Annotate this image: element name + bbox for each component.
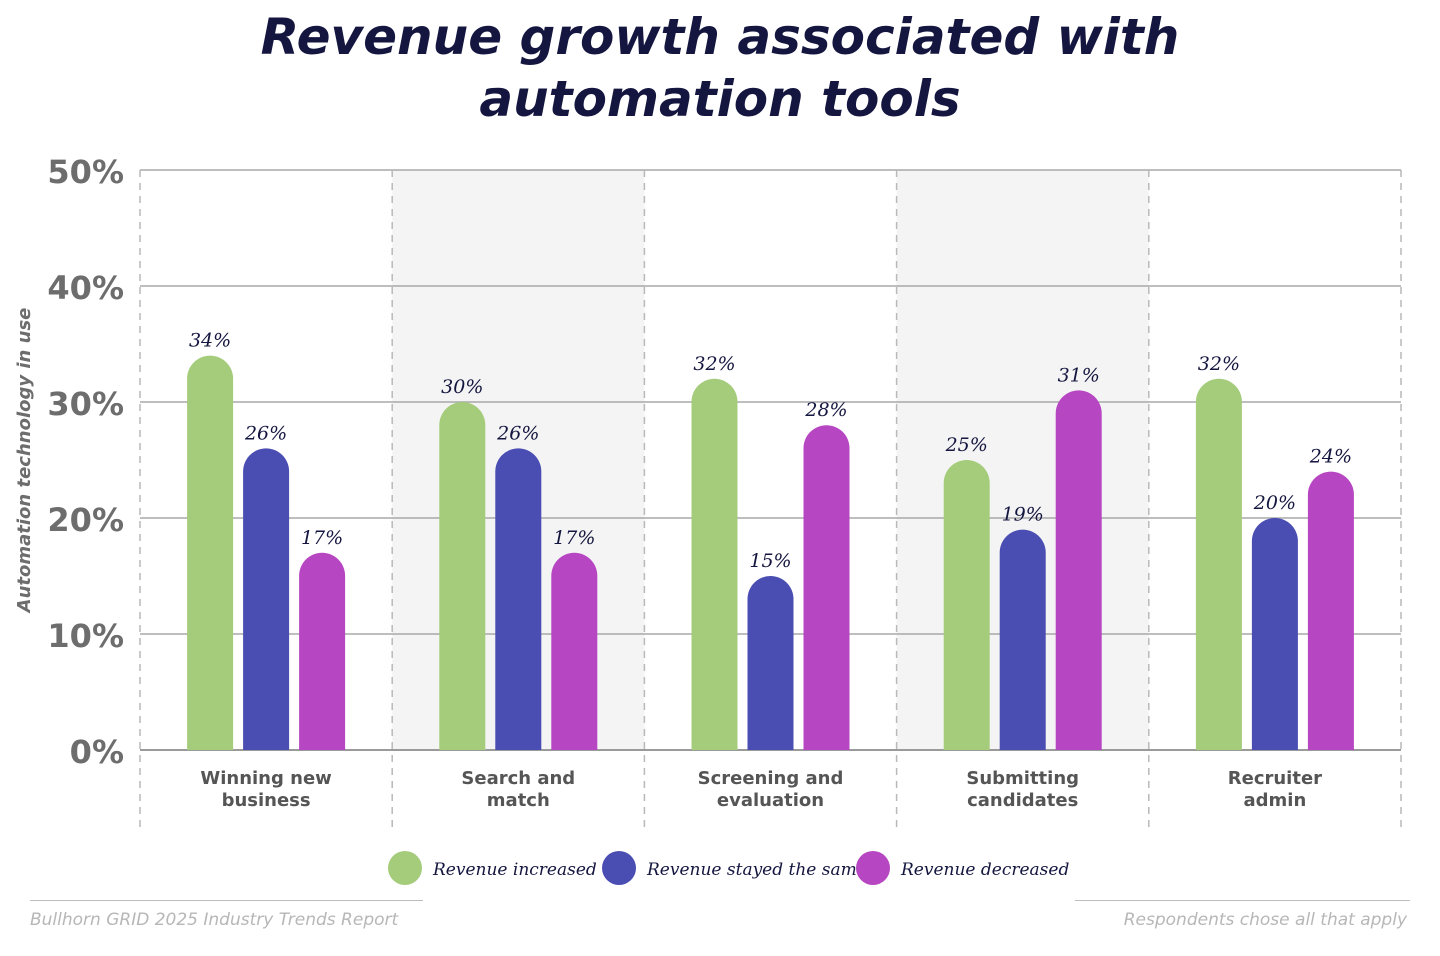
bar-revenue-decreased xyxy=(1055,390,1102,750)
bar-revenue-decreased xyxy=(803,425,850,750)
footer-source: Bullhorn GRID 2025 Industry Trends Repor… xyxy=(30,910,399,930)
bar-value-label: 26% xyxy=(496,422,539,444)
x-category-label: business xyxy=(222,790,311,811)
legend-label: Revenue increased xyxy=(432,860,597,880)
x-category-label: evaluation xyxy=(717,790,824,811)
bar-revenue-stayed-the-same xyxy=(243,448,290,750)
bar-revenue-increased xyxy=(187,355,234,750)
bar-revenue-stayed-the-same xyxy=(999,529,1046,750)
x-category-label: Search and xyxy=(461,768,575,789)
bar-value-label: 30% xyxy=(441,376,483,398)
bar-revenue-increased xyxy=(943,460,990,750)
legend-swatch-revenue-increased xyxy=(388,851,422,885)
bar-revenue-stayed-the-same xyxy=(1251,518,1298,750)
bar-value-label: 17% xyxy=(553,527,595,549)
legend-label: Revenue stayed the same xyxy=(646,860,867,880)
y-tick-label: 40% xyxy=(47,269,124,307)
bar-revenue-stayed-the-same xyxy=(747,576,794,750)
bar-value-label: 32% xyxy=(1198,353,1240,375)
chart-title-line-2: automation tools xyxy=(479,70,961,128)
x-category-label: admin xyxy=(1244,790,1307,811)
x-category-label: Screening and xyxy=(698,768,844,789)
footer-divider-right xyxy=(1075,900,1410,901)
bar-revenue-stayed-the-same xyxy=(495,448,542,750)
bar-value-label: 17% xyxy=(301,527,343,549)
bar-revenue-decreased xyxy=(299,552,346,750)
x-category-label: Recruiter xyxy=(1228,768,1322,789)
bar-value-label: 24% xyxy=(1309,446,1352,468)
bar-value-label: 15% xyxy=(749,550,791,572)
y-tick-label: 50% xyxy=(47,153,124,191)
footer-divider-left xyxy=(30,900,423,901)
y-tick-label: 10% xyxy=(47,617,124,655)
y-tick-label: 30% xyxy=(47,385,124,423)
x-category-label: Winning new xyxy=(200,768,331,789)
chart-title: Revenue growth associated with automatio… xyxy=(0,6,1440,130)
bar-value-label: 20% xyxy=(1253,492,1296,514)
bar-revenue-increased xyxy=(691,378,738,750)
x-category-label: match xyxy=(487,790,550,811)
bar-value-label: 25% xyxy=(945,434,988,456)
legend-swatch-revenue-decreased xyxy=(856,851,890,885)
bar-value-label: 34% xyxy=(189,330,231,352)
legend-swatch-revenue-stayed-the-same xyxy=(602,851,636,885)
bar-value-label: 32% xyxy=(693,353,735,375)
bar-value-label: 26% xyxy=(244,422,287,444)
bar-revenue-decreased xyxy=(1307,471,1354,750)
footer-note: Respondents chose all that apply xyxy=(1123,910,1407,930)
y-tick-label: 0% xyxy=(70,733,124,771)
bar-value-label: 28% xyxy=(804,399,847,421)
y-axis-title: Automation technology in use xyxy=(14,308,35,615)
bar-value-label: 19% xyxy=(1002,504,1044,526)
bar-revenue-increased xyxy=(439,402,486,750)
bar-revenue-increased xyxy=(1195,378,1242,750)
chart-title-line-1: Revenue growth associated with xyxy=(260,8,1180,66)
x-category-label: candidates xyxy=(967,790,1078,811)
bar-revenue-decreased xyxy=(551,552,598,750)
legend-label: Revenue decreased xyxy=(900,860,1069,880)
x-category-label: Submitting xyxy=(966,768,1079,789)
y-tick-label: 20% xyxy=(47,501,124,539)
bar-value-label: 31% xyxy=(1058,364,1100,386)
